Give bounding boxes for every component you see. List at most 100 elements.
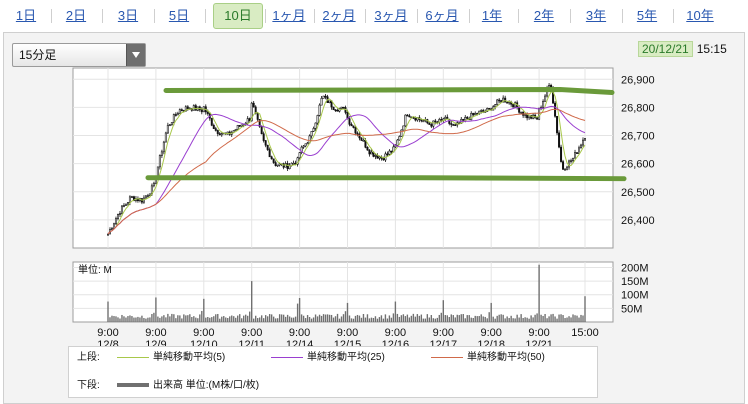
price-tick-label: 26,600 [621, 159, 655, 171]
volume-bar [380, 315, 383, 322]
candle-body [176, 113, 179, 116]
volume-bar [370, 317, 373, 322]
candle-body [564, 168, 567, 171]
volume-bar [584, 296, 586, 322]
tab-3[interactable]: 3日 [117, 8, 139, 23]
x-tick-time: 9:00 [97, 327, 118, 339]
legend-upper-label: 上段: [77, 352, 100, 363]
candle-body [402, 125, 405, 131]
candle-body [356, 132, 359, 135]
tab-14[interactable]: 10年 [686, 8, 714, 23]
candle-body [258, 119, 261, 127]
volume-bar [368, 318, 371, 322]
candle-body [300, 146, 303, 153]
tab-1[interactable]: 1日 [15, 8, 37, 23]
chevron-down-icon[interactable] [126, 44, 145, 66]
tab-10[interactable]: 1年 [481, 8, 503, 23]
tab-separator [51, 9, 52, 23]
volume-bar [570, 317, 572, 322]
volume-bar [107, 301, 109, 322]
volume-bar [498, 314, 500, 322]
volume-bar [131, 316, 133, 322]
volume-bar [388, 315, 391, 322]
volume-bar [191, 317, 193, 322]
volume-bar [145, 318, 147, 322]
candle-body [130, 196, 133, 198]
candle-body [260, 126, 263, 135]
volume-bar [390, 317, 393, 322]
volume-bar [280, 314, 283, 322]
ma25-swatch [271, 356, 303, 358]
volume-bar [266, 316, 269, 322]
candle-body [322, 95, 325, 99]
volume-bar [292, 317, 295, 322]
volume-bar [316, 316, 319, 322]
volume-bar [540, 314, 542, 322]
candle-body [170, 122, 173, 126]
tab-4[interactable]: 5日 [168, 8, 190, 23]
volume-bar [576, 315, 578, 322]
tab-5[interactable]: 10日 [213, 3, 263, 29]
volume-bar [225, 317, 227, 322]
volume-bar [256, 318, 259, 322]
candle-body [116, 214, 119, 219]
volume-bar [402, 314, 405, 322]
volume-bar [276, 318, 279, 322]
candle-body [328, 100, 331, 103]
volume-bar [552, 313, 554, 322]
volume-bar [460, 314, 462, 322]
volume-bar [264, 315, 267, 322]
volume-bar [510, 315, 512, 322]
resistance-line [163, 86, 615, 95]
tab-7[interactable]: 2ヶ月 [322, 8, 356, 23]
volume-bar [450, 314, 452, 322]
candle-body [128, 196, 131, 203]
volume-bar [434, 318, 437, 322]
volume-bar [278, 314, 281, 322]
volume-bar [318, 314, 321, 322]
volume-bar [304, 318, 307, 322]
interval-select[interactable]: 15分足 [12, 43, 146, 67]
volume-bar [494, 318, 496, 322]
tab-12[interactable]: 3年 [585, 8, 607, 23]
tab-6[interactable]: 1ヶ月 [272, 8, 306, 23]
volume-bar [135, 317, 137, 322]
candle-body [360, 137, 363, 141]
tab-9[interactable]: 6ヶ月 [425, 8, 459, 23]
candle-body [390, 150, 393, 153]
tab-11[interactable]: 2年 [533, 8, 555, 23]
x-tick-time: 9:00 [528, 327, 549, 339]
volume-bar [249, 311, 251, 322]
tab-13[interactable]: 5年 [636, 8, 658, 23]
candle-body [568, 160, 571, 168]
candle-body [324, 95, 327, 98]
volume-bar [574, 315, 576, 322]
volume-bar [466, 315, 468, 322]
volume-bar [141, 315, 143, 322]
legend-ma5: 単純移動平均(5) [113, 351, 225, 365]
tab-2[interactable]: 2日 [65, 8, 87, 23]
volume-bar [404, 316, 407, 322]
volume-bar [328, 314, 331, 322]
volume-bar [436, 317, 439, 322]
volume-bar [243, 315, 245, 322]
candle-body [118, 213, 121, 215]
volume-bar [384, 314, 387, 322]
volume-bar [456, 314, 458, 322]
candle-body [430, 124, 433, 127]
volume-bar [502, 314, 504, 322]
candle-body [266, 144, 269, 150]
volume-bar [199, 314, 201, 322]
volume-bar [344, 311, 347, 322]
volume-tick-label: 100M [621, 290, 649, 302]
candle-body [462, 118, 465, 121]
volume-bar [482, 316, 484, 322]
candle-body [220, 133, 223, 136]
volume-bar [189, 314, 191, 322]
candle-body [146, 195, 149, 197]
candle-body [314, 122, 317, 129]
volume-bar [235, 317, 237, 322]
tab-separator [153, 9, 155, 23]
volume-bar [464, 318, 466, 322]
tab-8[interactable]: 3ヶ月 [374, 8, 408, 23]
